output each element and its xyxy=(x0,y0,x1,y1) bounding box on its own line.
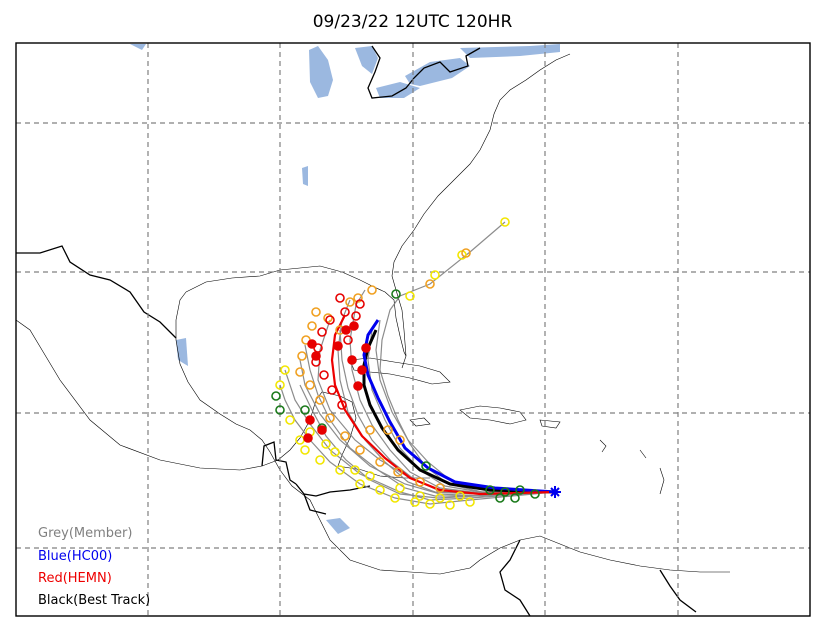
water-bodies xyxy=(130,44,560,534)
member-tracks xyxy=(279,221,556,505)
map-title: 09/23/22 12UTC 120HR xyxy=(312,12,513,32)
hemn-track xyxy=(330,314,556,496)
red-markers xyxy=(303,293,371,443)
green-markers xyxy=(271,289,540,503)
yellow-markers xyxy=(275,217,510,510)
legend-best-track: Black(Best Track) xyxy=(38,593,151,608)
start-marker xyxy=(549,486,561,498)
coastlines xyxy=(16,53,730,575)
graticule xyxy=(16,43,810,616)
legend-hc00: Blue(HC00) xyxy=(38,549,113,564)
country-borders xyxy=(16,45,697,616)
map-frame xyxy=(15,42,811,617)
orange-markers xyxy=(295,248,471,493)
legend-member: Grey(Member) xyxy=(38,526,133,541)
legend-hemn: Red(HEMN) xyxy=(38,571,112,586)
